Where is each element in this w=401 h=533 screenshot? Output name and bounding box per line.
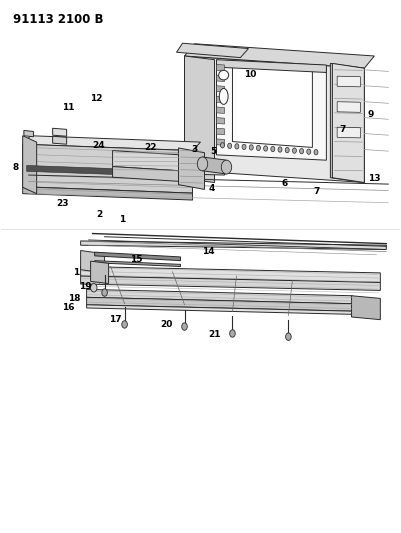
Polygon shape — [217, 64, 225, 71]
Polygon shape — [184, 44, 374, 68]
Polygon shape — [352, 296, 380, 320]
Circle shape — [230, 330, 235, 337]
Text: 17: 17 — [109, 315, 122, 324]
Text: 21: 21 — [208, 329, 221, 338]
Polygon shape — [217, 139, 225, 146]
Polygon shape — [330, 63, 365, 182]
Text: 2: 2 — [97, 211, 103, 220]
Text: 12: 12 — [90, 94, 103, 103]
Circle shape — [102, 289, 107, 296]
Text: 11: 11 — [63, 102, 75, 111]
Polygon shape — [217, 60, 326, 160]
Text: 5: 5 — [210, 147, 216, 156]
Polygon shape — [217, 118, 225, 124]
Polygon shape — [87, 289, 352, 304]
Polygon shape — [95, 261, 180, 266]
Circle shape — [314, 150, 318, 155]
Text: 16: 16 — [63, 303, 75, 312]
Circle shape — [307, 149, 311, 155]
Text: 91113 2100 B: 91113 2100 B — [13, 13, 103, 26]
Polygon shape — [81, 241, 386, 249]
Polygon shape — [217, 128, 225, 135]
Circle shape — [286, 333, 291, 341]
Text: 19: 19 — [79, 281, 92, 290]
Polygon shape — [23, 136, 36, 193]
Polygon shape — [23, 187, 192, 200]
Text: 24: 24 — [92, 141, 105, 150]
Polygon shape — [176, 43, 249, 58]
Circle shape — [292, 148, 296, 154]
Polygon shape — [81, 266, 380, 282]
Circle shape — [271, 147, 275, 152]
Polygon shape — [81, 251, 105, 273]
Polygon shape — [178, 148, 205, 189]
Circle shape — [122, 321, 128, 328]
Polygon shape — [24, 131, 33, 137]
Circle shape — [300, 149, 304, 154]
Text: 8: 8 — [13, 163, 19, 172]
Polygon shape — [332, 63, 365, 182]
Circle shape — [221, 143, 225, 148]
Circle shape — [278, 147, 282, 152]
Polygon shape — [217, 96, 225, 103]
Polygon shape — [87, 305, 352, 314]
Polygon shape — [53, 128, 67, 136]
Polygon shape — [53, 136, 67, 144]
Circle shape — [91, 284, 97, 292]
Circle shape — [235, 144, 239, 149]
Ellipse shape — [219, 88, 228, 104]
Polygon shape — [87, 297, 352, 311]
Circle shape — [228, 143, 232, 149]
Polygon shape — [337, 127, 360, 138]
Polygon shape — [217, 75, 225, 82]
Polygon shape — [91, 261, 109, 284]
Polygon shape — [113, 151, 180, 171]
Polygon shape — [113, 166, 180, 181]
Polygon shape — [337, 76, 360, 87]
Text: 1: 1 — [73, 269, 80, 277]
Polygon shape — [28, 160, 225, 175]
Text: 9: 9 — [367, 110, 373, 119]
Circle shape — [182, 323, 187, 330]
Text: 15: 15 — [130, 255, 143, 264]
Polygon shape — [28, 155, 225, 165]
Text: 7: 7 — [339, 125, 346, 134]
Polygon shape — [95, 252, 180, 261]
Polygon shape — [217, 107, 225, 114]
Circle shape — [249, 145, 253, 150]
Text: 18: 18 — [68, 294, 80, 303]
Circle shape — [197, 157, 208, 171]
Text: 13: 13 — [368, 174, 381, 183]
Circle shape — [285, 148, 289, 153]
Text: 4: 4 — [209, 184, 215, 193]
Text: 7: 7 — [313, 187, 320, 196]
Polygon shape — [217, 60, 326, 72]
Circle shape — [263, 146, 267, 151]
Circle shape — [242, 144, 246, 150]
Text: 10: 10 — [244, 70, 257, 78]
Ellipse shape — [219, 70, 229, 80]
Polygon shape — [23, 136, 200, 151]
Polygon shape — [184, 56, 215, 182]
Circle shape — [257, 146, 260, 151]
Polygon shape — [203, 157, 227, 174]
Polygon shape — [184, 56, 365, 182]
Text: 1: 1 — [119, 215, 126, 224]
Text: 22: 22 — [144, 143, 157, 152]
Text: 6: 6 — [281, 179, 288, 188]
Polygon shape — [217, 86, 225, 92]
Polygon shape — [233, 63, 312, 148]
Circle shape — [221, 160, 232, 174]
Polygon shape — [81, 276, 380, 290]
Text: 14: 14 — [202, 247, 215, 256]
Polygon shape — [27, 165, 190, 177]
Polygon shape — [337, 102, 360, 112]
Text: 20: 20 — [160, 320, 173, 329]
Text: 23: 23 — [57, 199, 69, 208]
Text: 3: 3 — [191, 145, 197, 154]
Polygon shape — [23, 144, 192, 193]
